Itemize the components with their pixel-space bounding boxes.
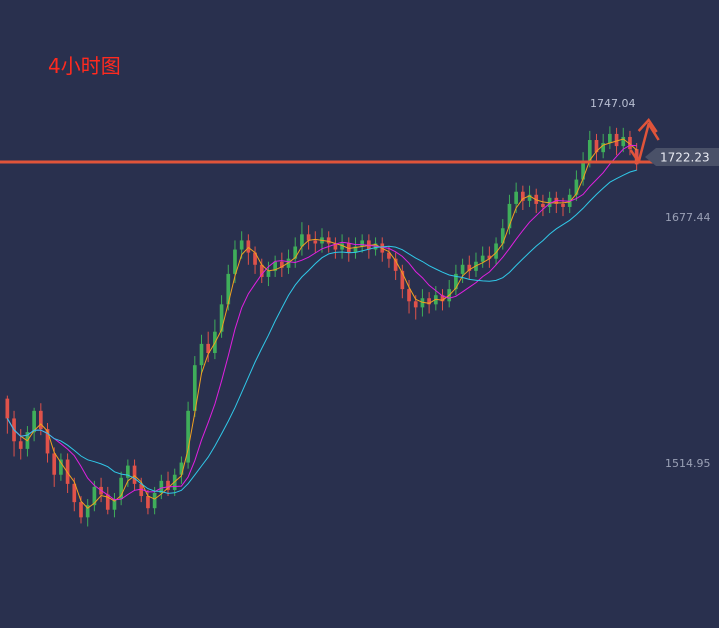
candle-body — [72, 483, 77, 503]
candle-body — [79, 502, 83, 518]
candle-body — [480, 255, 485, 262]
candle-body — [279, 261, 284, 268]
candle-body — [65, 459, 70, 484]
candle-body — [628, 136, 632, 150]
candle-body — [500, 228, 505, 244]
candle-body — [5, 398, 10, 419]
candle-body — [608, 133, 612, 144]
ma-fast-line — [6, 138, 638, 509]
candle-body — [454, 273, 458, 290]
candle-body — [353, 246, 358, 253]
candle-body — [32, 410, 36, 433]
candle-body — [340, 243, 344, 250]
candle-body — [494, 243, 498, 259]
candle-body — [226, 273, 231, 305]
candle-body — [273, 261, 277, 271]
candle-body — [614, 133, 619, 147]
candle-body — [407, 289, 411, 302]
candle-body — [18, 441, 23, 449]
candle-body — [467, 264, 472, 271]
candle-body — [541, 203, 545, 207]
candle-body — [192, 365, 197, 411]
candle-body — [326, 237, 331, 244]
candle-body — [259, 264, 264, 277]
current-price-tag — [645, 148, 719, 166]
ma-slow-line — [6, 169, 637, 494]
candle-body — [45, 429, 50, 454]
candle-body — [293, 246, 298, 259]
candle-body — [507, 203, 512, 229]
candle-body — [186, 410, 190, 463]
candle-body — [581, 161, 585, 180]
forecast-arrow-head — [637, 117, 658, 133]
candle-body — [561, 203, 565, 207]
candle-body — [219, 304, 224, 332]
candle-body — [427, 298, 431, 305]
candle-body — [601, 143, 606, 153]
current-price-label: 1722.23 — [660, 151, 710, 165]
candle-body — [59, 459, 63, 475]
candle-body — [266, 270, 271, 277]
y-axis-label: 1677.44 — [665, 211, 711, 224]
candle-body — [112, 499, 117, 510]
candle-body — [360, 240, 365, 247]
forecast-arrow — [629, 122, 660, 164]
candle-body — [547, 197, 552, 207]
candle-body — [132, 465, 137, 484]
candle-body — [179, 462, 184, 475]
candle-body — [233, 249, 237, 274]
candle-body — [166, 480, 170, 490]
candle-body — [199, 343, 204, 366]
candle-body — [514, 191, 518, 204]
candle-body — [92, 486, 97, 506]
candle-body — [487, 255, 492, 259]
candle-body — [587, 140, 592, 162]
candle-body — [594, 140, 599, 153]
candle-body — [146, 496, 150, 509]
candle-body — [253, 252, 257, 265]
candle-body — [333, 243, 338, 250]
candle-body — [413, 301, 418, 308]
candle-body — [313, 240, 318, 244]
candle-body — [306, 234, 311, 241]
peak-price-label: 1747.04 — [590, 97, 636, 110]
candle-body — [152, 492, 157, 509]
candle-body — [527, 194, 532, 201]
candle-body — [52, 453, 57, 475]
ma-mid-line — [6, 144, 637, 501]
candle-body — [393, 258, 398, 271]
candle-body — [387, 252, 391, 259]
y-axis-label: 1514.95 — [665, 457, 711, 470]
candle-body — [159, 480, 164, 493]
candle-body — [634, 149, 639, 165]
candle-body — [139, 483, 144, 497]
candle-body — [239, 240, 244, 250]
candle-body — [38, 410, 43, 430]
candle-body — [126, 465, 130, 478]
candle-body — [85, 505, 90, 518]
candle-body — [621, 136, 626, 147]
candle-body — [574, 179, 579, 195]
candle-body — [246, 240, 251, 253]
candle-body — [521, 191, 525, 201]
candle-body — [206, 343, 211, 354]
candle-body — [300, 234, 304, 247]
candle-body — [440, 295, 445, 302]
candle-body — [119, 477, 123, 500]
candle-body — [105, 494, 110, 510]
candle-body — [400, 270, 405, 290]
candle-body — [460, 264, 465, 274]
chart-title: 4小时图 — [48, 54, 121, 78]
